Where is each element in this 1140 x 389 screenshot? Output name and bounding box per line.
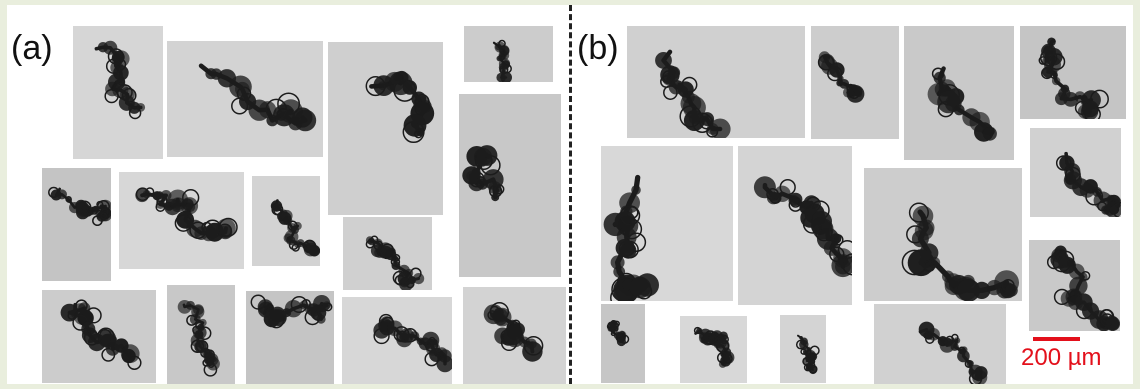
particle-aggregate <box>1038 37 1109 119</box>
particle-aggregate <box>198 63 317 132</box>
particle-image-a11 <box>167 285 235 384</box>
particle-aggregate <box>927 66 997 142</box>
particle-aggregate <box>753 176 852 278</box>
particle-aggregate <box>1055 151 1121 217</box>
particle-image-b13 <box>874 304 1006 384</box>
particle-aggregate <box>177 300 220 377</box>
particle-image-a6 <box>42 168 111 281</box>
particle-aggregate <box>483 302 544 362</box>
particle-image-a9 <box>343 217 432 290</box>
particle-image-b8 <box>864 168 1022 301</box>
particle-image-b4 <box>1020 26 1126 119</box>
particle-image-b2 <box>811 26 899 139</box>
scale-bar <box>1033 337 1080 341</box>
particle-aggregate <box>462 145 505 202</box>
panel-b-label: (b) <box>577 29 619 67</box>
particle-aggregate <box>693 326 735 368</box>
particle-aggregate <box>817 51 865 103</box>
particle-image-a5 <box>459 94 561 277</box>
particle-image-a2 <box>167 41 323 157</box>
particle-image-b11 <box>680 316 747 383</box>
particle-image-a4 <box>464 26 553 82</box>
particle-image-b9 <box>1029 240 1120 331</box>
particle-image-b1 <box>627 26 805 138</box>
particle-aggregate <box>655 49 731 138</box>
particle-aggregate <box>795 334 820 375</box>
particle-aggregate <box>606 320 630 347</box>
figure-canvas: (a) (b) 200 µm <box>7 5 1133 384</box>
particle-image-b12 <box>780 315 826 383</box>
particle-image-a7 <box>119 172 244 269</box>
panel-a-label: (a) <box>11 29 53 67</box>
particle-aggregate <box>270 199 320 257</box>
particle-aggregate <box>1046 245 1120 331</box>
particle-aggregate <box>365 70 435 144</box>
particle-image-a12 <box>246 291 334 384</box>
particle-aggregate <box>365 235 425 290</box>
particle-aggregate <box>94 40 146 120</box>
particle-image-b6 <box>738 146 852 305</box>
particle-image-a8 <box>252 176 320 266</box>
particle-aggregate <box>250 294 333 329</box>
particle-aggregate <box>492 39 512 82</box>
particle-image-a1 <box>73 26 163 159</box>
particle-image-b7 <box>1030 128 1121 217</box>
particle-aggregate <box>135 187 238 242</box>
particle-image-b5 <box>601 146 733 301</box>
particle-aggregate <box>373 313 452 373</box>
scale-bar-label: 200 µm <box>1021 344 1102 371</box>
particle-aggregate <box>918 321 988 384</box>
particle-aggregate <box>901 202 1019 301</box>
particle-image-a3 <box>328 42 443 215</box>
panel-divider <box>569 5 572 384</box>
particle-image-a13 <box>342 297 452 384</box>
particle-image-b10 <box>601 304 645 383</box>
particle-aggregate <box>60 299 142 370</box>
particle-image-a10 <box>42 290 156 383</box>
particle-aggregate <box>48 186 111 227</box>
particle-aggregate <box>603 174 659 301</box>
particle-image-b3 <box>904 26 1014 160</box>
particle-image-a14 <box>463 287 566 384</box>
